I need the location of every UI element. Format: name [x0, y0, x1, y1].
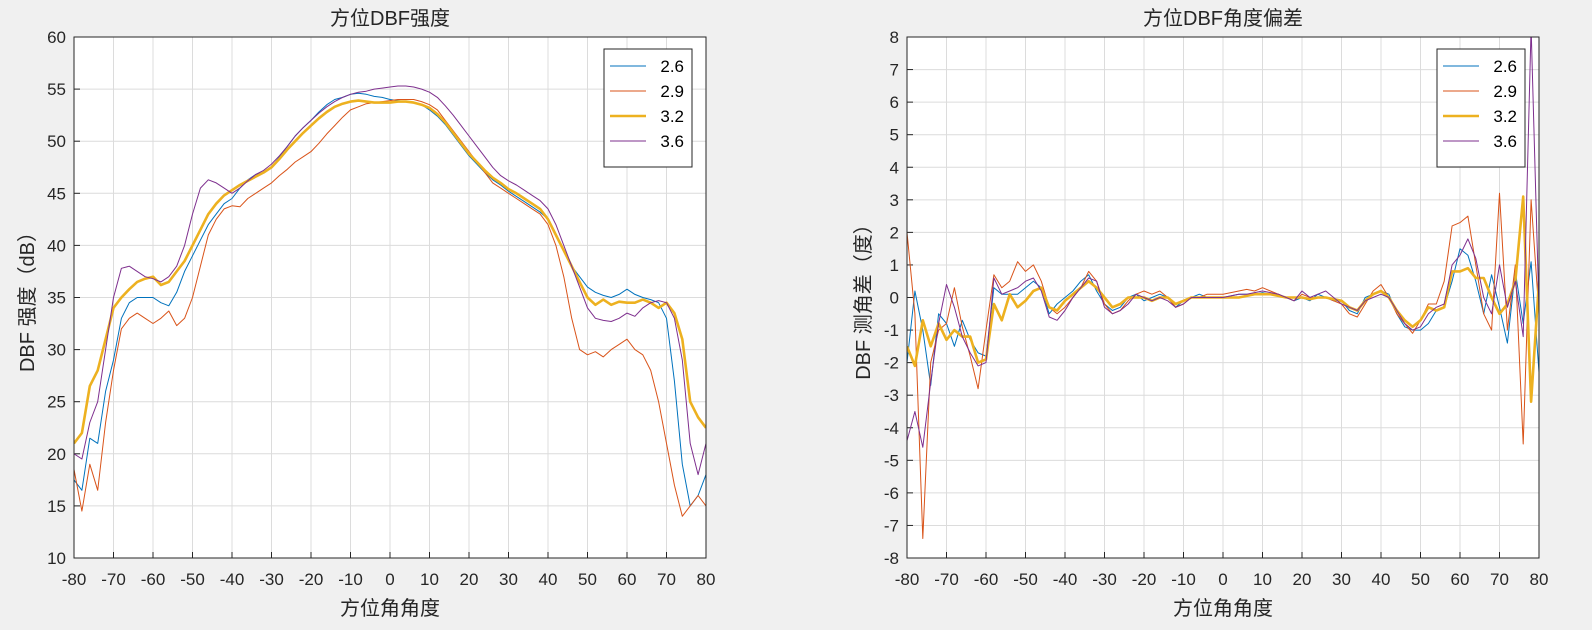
y-tick-label: 2	[890, 223, 899, 242]
x-axis-label: 方位角角度	[1173, 597, 1273, 620]
y-tick-labels: -8 -7 -6 -5 -4 -3 -2 -1 0 1 2 3 4 5 6 7 8	[884, 28, 899, 568]
x-tick-label: -10	[1171, 570, 1196, 589]
x-tick-label: -50	[1013, 570, 1038, 589]
legend[interactable]: 2.6 2.9 3.2 3.6	[603, 48, 693, 168]
y-tick-label: 20	[47, 445, 66, 464]
y-tick-label: 5	[890, 126, 899, 145]
x-tick-label: 40	[1372, 570, 1391, 589]
x-tick-label: 60	[618, 570, 637, 589]
y-tick-label: 3	[890, 191, 899, 210]
y-tick-label: 6	[890, 93, 899, 112]
legend-label: 2.6	[660, 57, 684, 76]
y-tick-label: 50	[47, 132, 66, 151]
x-tick-label: 80	[1530, 570, 1549, 589]
series-line-2.6	[74, 92, 706, 507]
series-line-2.9	[74, 99, 706, 517]
x-axis-label: 方位角角度	[340, 597, 440, 620]
chart-title: 方位DBF角度偏差	[1143, 7, 1303, 30]
x-tick-label: 70	[657, 570, 676, 589]
angle-deviation-chart: -80 -70 -60 -50 -40 -30 -20 -10 0 10 20 30 40 50 60 70 8…	[852, 7, 1548, 620]
x-tick-label: 0	[1218, 570, 1227, 589]
y-tick-label: -1	[884, 321, 899, 340]
legend-box	[1436, 48, 1526, 168]
intensity-chart: -80 -70 -60 -50 -40 -30 -20 -10 0 10 20 30 40 50 60 70 8…	[16, 7, 715, 620]
legend-label: 3.6	[1493, 132, 1517, 151]
y-tick-label: 55	[47, 80, 66, 99]
legend[interactable]: 2.6 2.9 3.2 3.6	[1436, 48, 1526, 168]
y-tick-label: 60	[47, 28, 66, 47]
x-tick-label: 10	[420, 570, 439, 589]
legend-label: 2.9	[1493, 82, 1517, 101]
x-tick-label: -40	[1053, 570, 1078, 589]
x-tick-label: 50	[578, 570, 597, 589]
y-tick-label: 8	[890, 28, 899, 47]
y-tick-label: 35	[47, 289, 66, 308]
y-tick-label: -4	[884, 419, 899, 438]
y-tick-label: 45	[47, 184, 66, 203]
y-axis-label: DBF 强度（dB）	[16, 222, 39, 372]
y-tick-label: 25	[47, 393, 66, 412]
x-tick-label: 20	[460, 570, 479, 589]
series-line-3.6	[74, 85, 706, 476]
x-tick-label: -10	[338, 570, 363, 589]
series-line-3.6	[907, 37, 1539, 448]
x-tick-label: -70	[934, 570, 959, 589]
legend-label: 2.6	[1493, 57, 1517, 76]
x-tick-labels: -80 -70 -60 -50 -40 -30 -20 -10 0 10 20 30 40 50 60 70 8…	[895, 570, 1549, 589]
y-tick-label: 0	[890, 289, 899, 308]
x-tick-label: 30	[1332, 570, 1351, 589]
y-tick-label: 1	[890, 256, 899, 275]
plot-frame	[906, 36, 1540, 559]
y-tick-label: -8	[884, 549, 899, 568]
y-tick-label: -6	[884, 484, 899, 503]
x-tick-label: 10	[1253, 570, 1272, 589]
y-axis-label: DBF 测角差（度）	[852, 214, 875, 380]
x-tick-label: 40	[539, 570, 558, 589]
x-tick-label: -50	[180, 570, 205, 589]
x-tick-label: 30	[499, 570, 518, 589]
x-tick-label: -80	[62, 570, 87, 589]
legend-label: 3.6	[660, 132, 684, 151]
plot-frame	[73, 36, 707, 559]
x-tick-labels: -80 -70 -60 -50 -40 -30 -20 -10 0 10 20 30 40 50 60 70 8…	[62, 570, 716, 589]
x-tick-label: 80	[697, 570, 716, 589]
legend-label: 3.2	[1493, 107, 1517, 126]
legend-label: 2.9	[660, 82, 684, 101]
x-tick-label: -60	[974, 570, 999, 589]
y-tick-label: 4	[890, 158, 899, 177]
x-tick-label: 20	[1293, 570, 1312, 589]
x-tick-label: -20	[1132, 570, 1157, 589]
x-tick-label: 0	[385, 570, 394, 589]
x-tick-label: -30	[259, 570, 284, 589]
y-tick-labels: 10 15 20 25 30 35 40 45 50 55 60	[47, 28, 66, 568]
series-line-2.9	[907, 192, 1539, 539]
y-tick-label: -3	[884, 386, 899, 405]
x-tick-label: -40	[220, 570, 245, 589]
y-tick-label: 15	[47, 497, 66, 516]
y-tick-label: 40	[47, 236, 66, 255]
y-tick-label: 10	[47, 549, 66, 568]
chart-title: 方位DBF强度	[330, 7, 450, 30]
x-tick-label: 60	[1451, 570, 1470, 589]
series-lines	[74, 85, 706, 517]
legend-label: 3.2	[660, 107, 684, 126]
y-tick-label: 30	[47, 341, 66, 360]
x-tick-label: 70	[1490, 570, 1509, 589]
x-tick-label: -20	[299, 570, 324, 589]
y-tick-label: -7	[884, 516, 899, 535]
y-tick-label: 7	[890, 61, 899, 80]
series-line-3.2	[74, 99, 706, 445]
x-tick-label: 50	[1411, 570, 1430, 589]
legend-box	[603, 48, 693, 168]
y-tick-label: -5	[884, 451, 899, 470]
grid	[73, 36, 707, 559]
series-lines	[907, 37, 1539, 539]
x-tick-label: -70	[101, 570, 126, 589]
x-tick-label: -80	[895, 570, 920, 589]
x-tick-label: -30	[1092, 570, 1117, 589]
x-tick-label: -60	[141, 570, 166, 589]
y-tick-label: -2	[884, 354, 899, 373]
